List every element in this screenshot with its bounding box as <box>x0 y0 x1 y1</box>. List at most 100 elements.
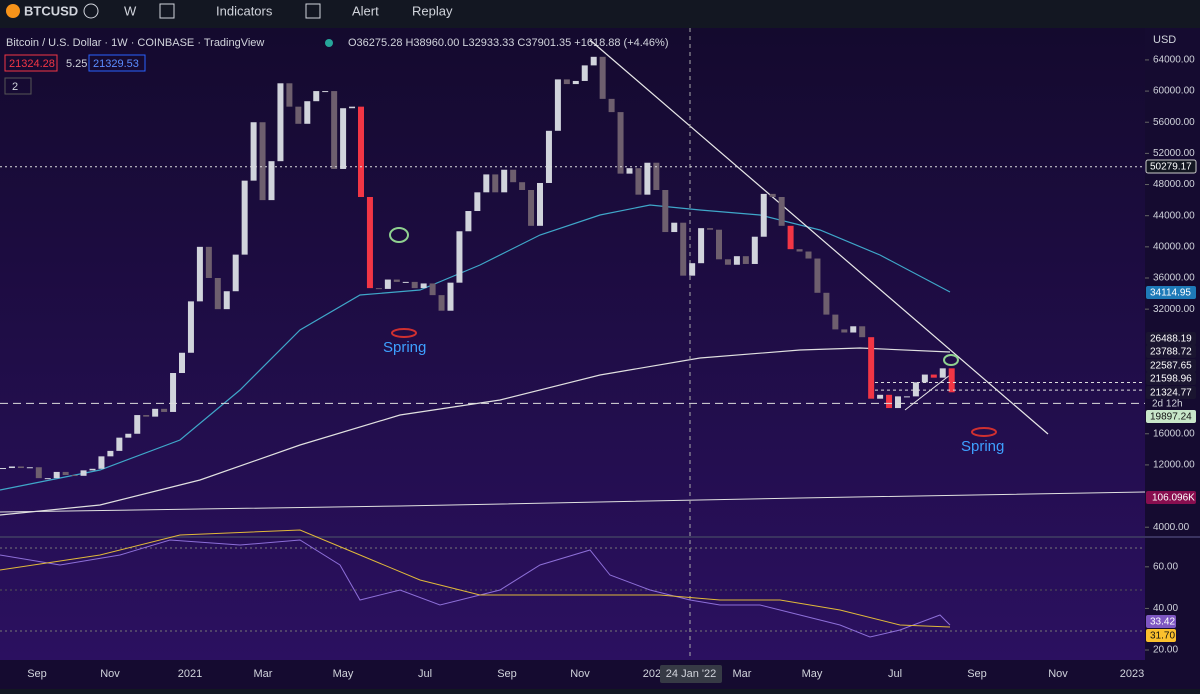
candle <box>44 478 51 480</box>
candle <box>349 106 356 109</box>
candle <box>35 467 42 479</box>
y-tick-label: 12000.00 <box>1153 460 1195 471</box>
annotation: Spring <box>383 339 426 356</box>
candle <box>80 470 87 476</box>
x-tick-label: Mar <box>254 668 273 680</box>
candle <box>841 329 848 333</box>
candle <box>545 130 552 183</box>
ask: 21329.53 <box>93 58 139 70</box>
candle <box>420 283 427 289</box>
candle <box>921 374 928 383</box>
y-tick-label: 16000.00 <box>1153 428 1195 439</box>
candle <box>402 281 409 283</box>
candle <box>268 161 275 201</box>
support-line <box>904 374 951 411</box>
candle <box>760 193 767 237</box>
candle <box>26 467 33 469</box>
price-badge <box>1146 332 1196 345</box>
candle <box>698 228 705 264</box>
candle <box>393 279 400 282</box>
symbol[interactable]: BTCUSD <box>24 3 78 18</box>
candle <box>689 263 696 276</box>
alert-button[interactable]: Alert <box>352 3 379 18</box>
candle <box>492 174 499 193</box>
candle <box>895 396 901 409</box>
candle <box>170 373 177 412</box>
candle <box>832 314 839 330</box>
candle <box>868 337 875 399</box>
y-tick-label: 48000.00 <box>1153 179 1195 190</box>
candle <box>948 368 955 393</box>
candle <box>617 112 624 174</box>
price-badge-label: 34114.95 <box>1150 288 1191 299</box>
candle <box>429 283 436 296</box>
candle <box>8 466 15 469</box>
candle <box>0 468 6 470</box>
candle <box>805 251 812 259</box>
plot-area <box>0 28 1145 660</box>
candle <box>286 83 293 107</box>
countdown: 2d 12h <box>1152 399 1183 410</box>
candle <box>366 197 373 289</box>
price-badge-label: 22587.65 <box>1150 361 1192 372</box>
chart-type[interactable] <box>159 3 175 19</box>
candle <box>903 396 910 398</box>
candle <box>886 394 893 409</box>
candle <box>187 301 194 353</box>
ma-blue <box>0 204 951 491</box>
interval[interactable]: W <box>124 3 137 18</box>
candle <box>340 108 347 169</box>
candle <box>205 246 212 278</box>
candle <box>152 408 159 417</box>
bid-box[interactable] <box>4 54 58 72</box>
replay-button[interactable]: Replay <box>412 3 453 18</box>
x-tick-label: 2023 <box>1120 668 1144 680</box>
y-tick-label: 32000.00 <box>1153 304 1195 315</box>
x-tick-label: Sep <box>967 668 987 680</box>
candle <box>179 352 185 374</box>
candle <box>456 231 463 283</box>
candle <box>724 259 731 265</box>
candle <box>53 471 60 479</box>
candle <box>375 288 382 290</box>
indicator-count: 2 <box>12 81 18 93</box>
candle <box>778 197 785 226</box>
candle <box>304 101 311 124</box>
x-tick-label: Mar <box>733 668 752 680</box>
x-tick-label: Jul <box>418 668 432 680</box>
candle <box>680 222 687 276</box>
candle <box>277 83 284 162</box>
trend-line <box>589 39 1049 435</box>
price-badge-label: 50279.17 <box>1150 162 1192 173</box>
candle <box>814 258 821 293</box>
price-badge-label: 26488.19 <box>1150 334 1192 345</box>
legend-title: Bitcoin / U.S. Dollar · 1W · COINBASE · … <box>6 37 264 49</box>
candle <box>912 382 919 397</box>
candle <box>17 466 24 469</box>
volume-badge-label: 106.096K <box>1152 493 1195 504</box>
ask-box[interactable] <box>88 54 146 72</box>
candle <box>331 91 338 169</box>
candle <box>474 192 481 212</box>
layout-button[interactable] <box>305 3 321 19</box>
indicator-toggle[interactable] <box>4 77 32 95</box>
y-tick-label: 60000.00 <box>1153 86 1195 97</box>
candle <box>125 433 132 438</box>
candle <box>71 475 78 477</box>
price-badge <box>1146 386 1196 399</box>
x-tick-label: May <box>333 668 354 680</box>
candle <box>116 437 123 451</box>
candle <box>751 236 758 264</box>
symbol-icon <box>6 4 20 18</box>
add-symbol[interactable] <box>83 3 99 19</box>
x-tick-label: Sep <box>27 668 47 680</box>
candle <box>62 471 69 476</box>
candle <box>671 222 678 233</box>
candle <box>259 122 266 201</box>
candle <box>859 326 866 338</box>
rsi-badge-label: 31.70 <box>1150 631 1175 642</box>
marker-green <box>389 227 409 243</box>
indicators-button[interactable]: Indicators <box>216 3 273 18</box>
x-tick-label: Jul <box>888 668 902 680</box>
candle <box>107 450 114 457</box>
